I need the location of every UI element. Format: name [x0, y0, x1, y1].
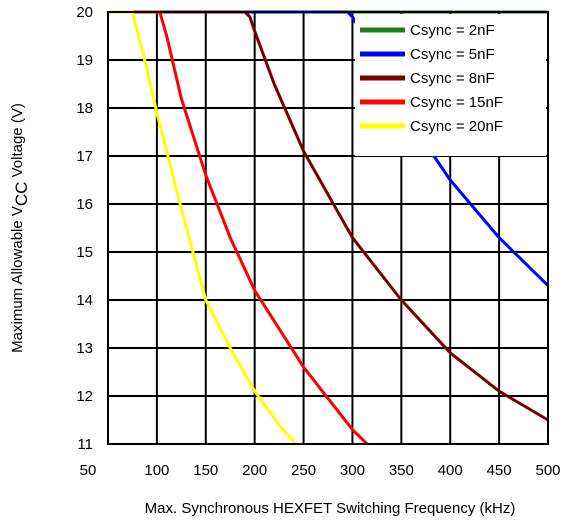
series-line-4: [108, 10, 369, 446]
x-tick-label: 250: [291, 462, 316, 479]
y-axis-title: Maximum Allowable VCC Voltage (V): [9, 103, 31, 353]
legend-box: [355, 14, 546, 156]
x-tick-label: 50: [80, 462, 97, 479]
series-line-5: [108, 10, 297, 445]
x-tick-labels: 50 100 150 200 250 300 350 400 450 500: [80, 462, 561, 479]
y-axis-title-suffix: Voltage (V): [9, 103, 26, 181]
y-tick-label: 17: [76, 148, 93, 165]
y-tick-label: 15: [76, 244, 93, 261]
y-tick-label: 19: [76, 52, 93, 69]
legend-label: Csync = 20nF: [410, 118, 503, 135]
series-line-3: [108, 10, 549, 422]
x-tick-label: 200: [242, 462, 267, 479]
y-tick-label: 12: [76, 388, 93, 405]
y-tick-label: 14: [76, 292, 93, 309]
x-tick-label: 300: [340, 462, 365, 479]
y-tick-labels: 11 12 13 14 15 16 17 18 19 20: [76, 4, 93, 453]
legend-label: Csync = 2nF: [410, 22, 495, 39]
legend-label: Csync = 8nF: [410, 70, 495, 87]
legend-label: Csync = 5nF: [410, 46, 495, 63]
legend: Csync = 2nF Csync = 5nF Csync = 8nF Csync =…: [355, 14, 546, 156]
y-axis-title-subscript: CC: [12, 182, 31, 207]
x-tick-label: 350: [389, 462, 414, 479]
y-tick-label: 13: [76, 340, 93, 357]
y-tick-label: 18: [76, 100, 93, 117]
x-tick-label: 400: [438, 462, 463, 479]
x-axis-title: Max. Synchronous HEXFET Switching Freque…: [145, 500, 516, 517]
x-tick-label: 500: [535, 462, 560, 479]
plot-frame: [107, 11, 549, 445]
y-tick-label: 11: [77, 436, 93, 453]
x-tick-label: 100: [144, 462, 169, 479]
x-tick-label: 450: [487, 462, 512, 479]
y-tick-label: 20: [76, 4, 93, 21]
legend-label: Csync = 15nF: [410, 94, 503, 111]
x-tick-label: 150: [193, 462, 218, 479]
y-axis-title-prefix: Maximum Allowable V: [9, 206, 26, 353]
y-tick-label: 16: [76, 196, 93, 213]
